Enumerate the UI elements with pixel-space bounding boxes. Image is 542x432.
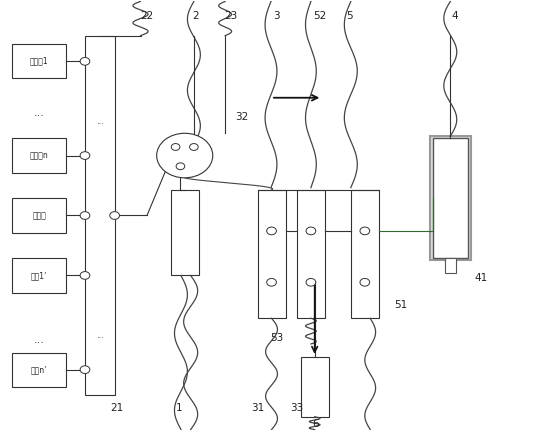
Text: ...: ... — [96, 331, 104, 340]
Circle shape — [176, 163, 185, 170]
Text: 33: 33 — [291, 403, 304, 413]
Text: 样品1’: 样品1’ — [31, 271, 47, 280]
Circle shape — [190, 143, 198, 150]
Text: 52: 52 — [313, 11, 326, 21]
Circle shape — [306, 279, 316, 286]
FancyBboxPatch shape — [12, 138, 66, 173]
Circle shape — [171, 143, 180, 150]
Text: 1: 1 — [176, 403, 183, 413]
Text: 53: 53 — [270, 333, 283, 343]
Text: ...: ... — [34, 335, 44, 345]
FancyBboxPatch shape — [301, 357, 328, 417]
FancyBboxPatch shape — [445, 258, 456, 273]
Circle shape — [306, 227, 316, 235]
FancyBboxPatch shape — [12, 353, 66, 387]
Circle shape — [80, 366, 90, 374]
Text: 4: 4 — [451, 11, 457, 21]
Circle shape — [80, 57, 90, 65]
Circle shape — [110, 212, 119, 219]
FancyBboxPatch shape — [85, 36, 114, 395]
Text: 31: 31 — [251, 403, 264, 413]
Text: 秘释涵n: 秘释涵n — [30, 151, 49, 160]
Text: 23: 23 — [224, 11, 237, 21]
Text: 2: 2 — [192, 11, 199, 21]
Text: ...: ... — [96, 117, 104, 126]
Text: ...: ... — [34, 108, 44, 118]
Text: 6: 6 — [312, 419, 319, 429]
FancyBboxPatch shape — [430, 136, 470, 260]
FancyBboxPatch shape — [171, 190, 199, 276]
Circle shape — [360, 279, 370, 286]
FancyBboxPatch shape — [12, 258, 66, 292]
Circle shape — [80, 272, 90, 280]
FancyBboxPatch shape — [12, 44, 66, 79]
Text: 32: 32 — [235, 112, 248, 122]
Text: 3: 3 — [273, 11, 280, 21]
Circle shape — [157, 133, 213, 178]
Text: 51: 51 — [394, 300, 407, 311]
Text: 22: 22 — [140, 11, 153, 21]
Circle shape — [80, 212, 90, 219]
FancyBboxPatch shape — [351, 190, 379, 318]
Text: 秘释涵1: 秘释涵1 — [30, 57, 48, 66]
FancyBboxPatch shape — [257, 190, 286, 318]
Circle shape — [267, 279, 276, 286]
Text: 41: 41 — [475, 273, 488, 283]
Text: 样品n’: 样品n’ — [31, 365, 47, 374]
FancyBboxPatch shape — [12, 198, 66, 232]
Text: 5: 5 — [346, 11, 352, 21]
Text: 清洗涵: 清洗涵 — [32, 211, 46, 220]
FancyBboxPatch shape — [433, 138, 468, 258]
Text: 21: 21 — [111, 403, 124, 413]
Circle shape — [267, 227, 276, 235]
Circle shape — [80, 152, 90, 159]
Circle shape — [360, 227, 370, 235]
FancyBboxPatch shape — [297, 190, 325, 318]
